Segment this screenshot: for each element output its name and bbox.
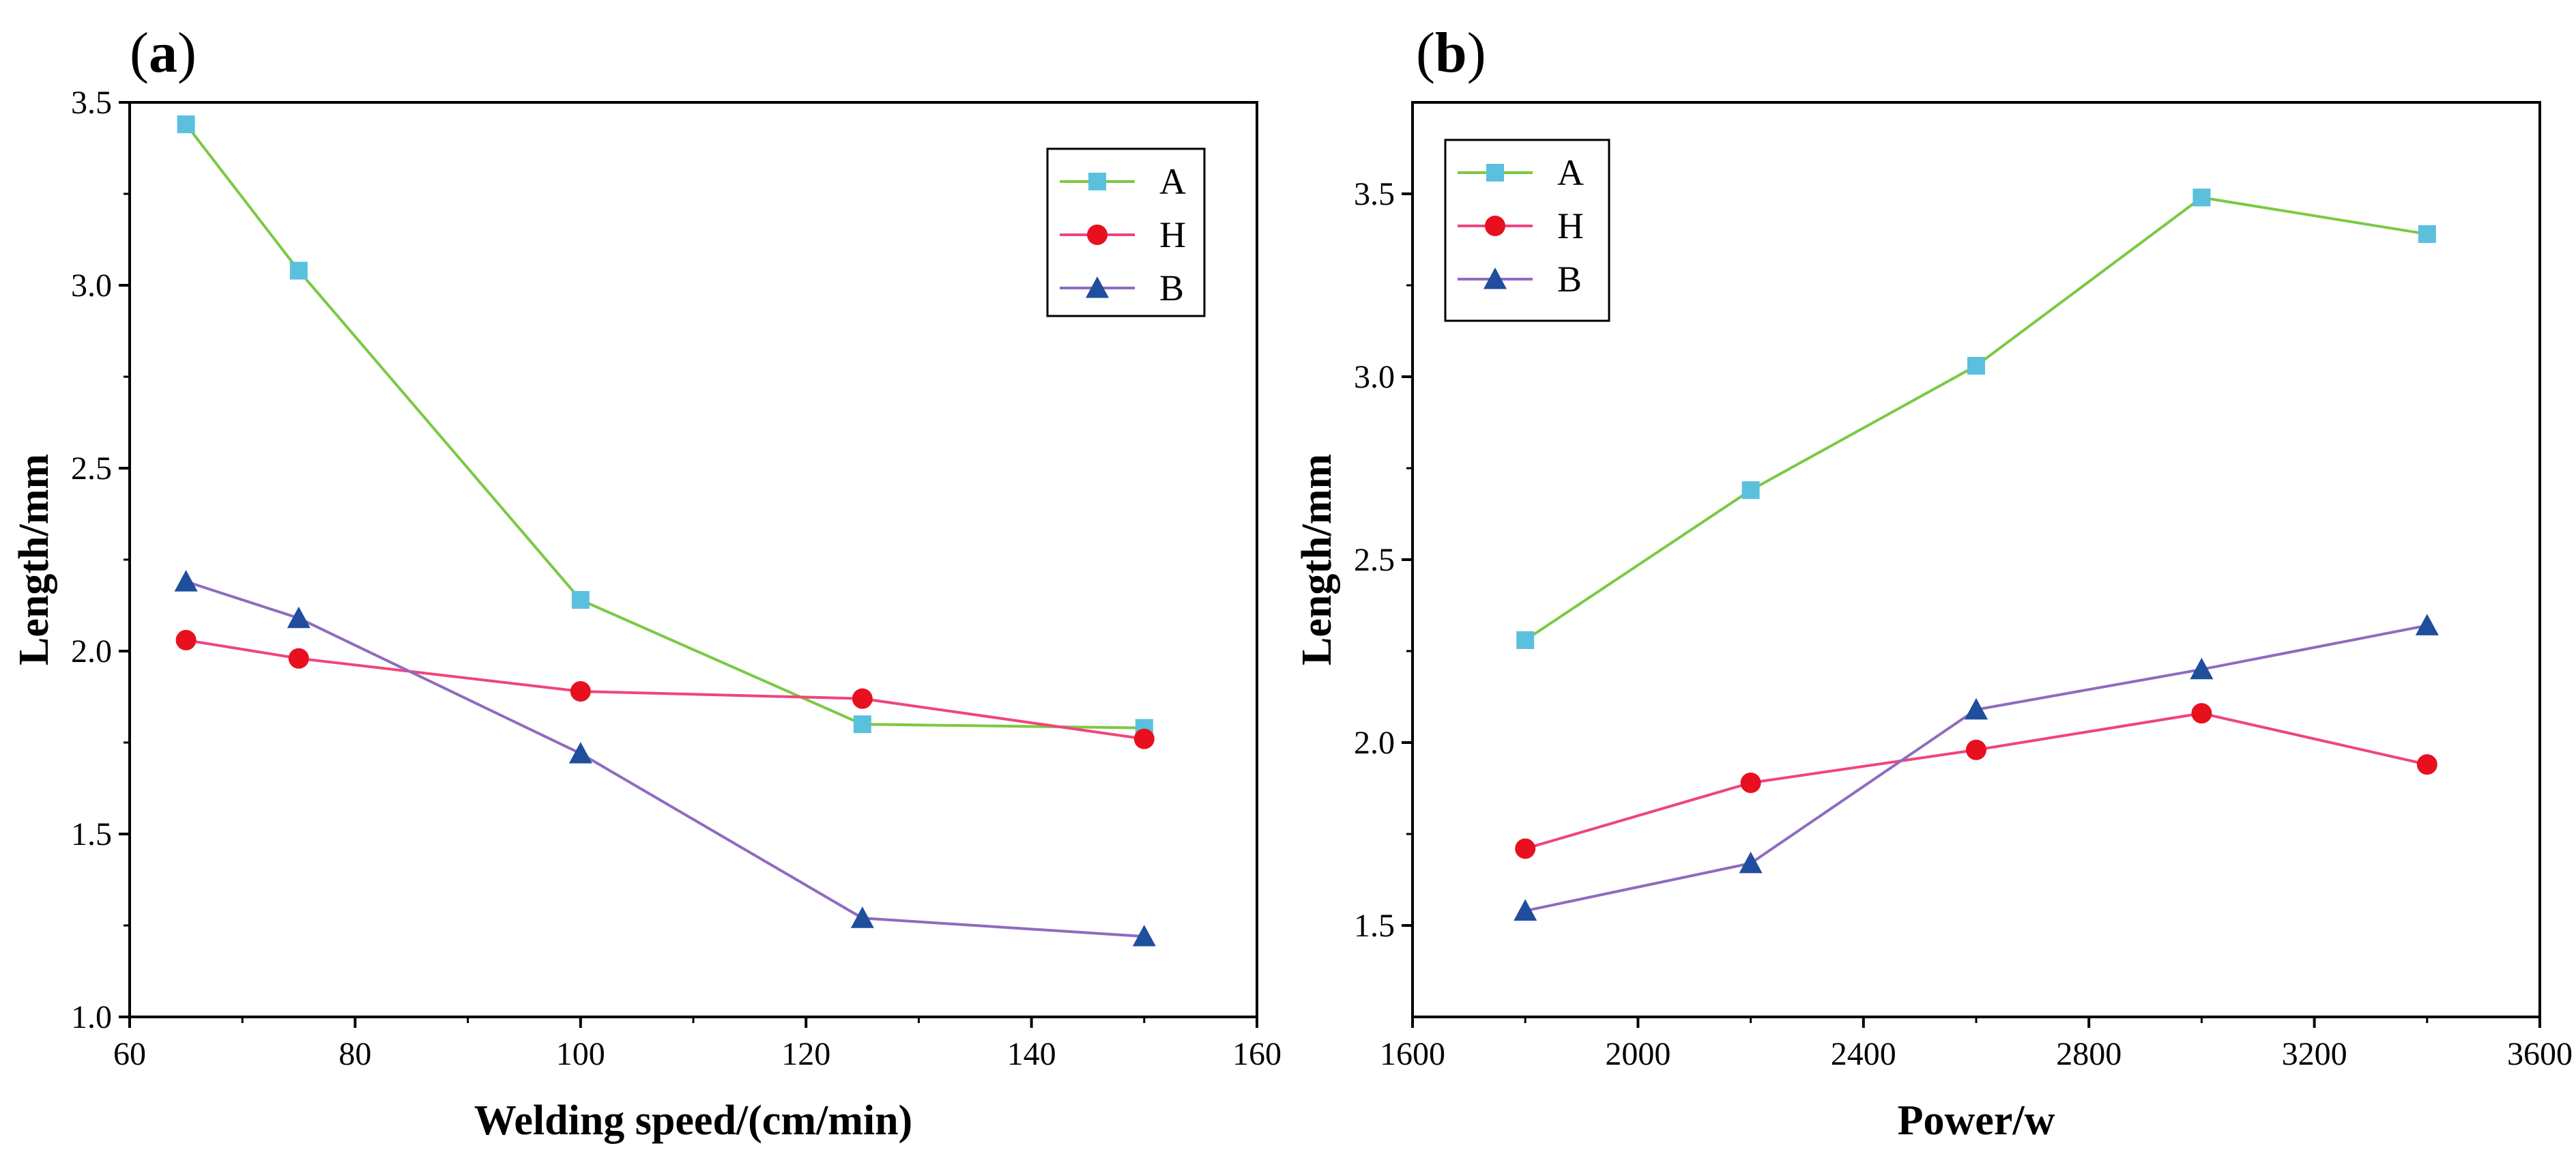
data-point-H [288, 648, 309, 669]
x-tick-label: 3600 [2507, 1036, 2573, 1072]
legend-marker-H [1485, 216, 1505, 236]
legend-label-B: B [1159, 268, 1184, 308]
x-tick-label: 140 [1007, 1036, 1056, 1072]
legend-marker-A [1088, 173, 1106, 190]
y-axis-title: Length/mm [11, 454, 57, 665]
y-tick-label: 2.0 [71, 633, 112, 670]
x-axis-title: Welding speed/(cm/min) [474, 1097, 912, 1144]
data-point-A [571, 590, 590, 609]
legend: AHB [1444, 139, 1610, 322]
x-tick-label: 2800 [2056, 1036, 2122, 1072]
data-point-A [1516, 631, 1535, 649]
y-tick-label: 2.0 [1354, 725, 1395, 761]
y-tick-label: 3.5 [71, 85, 112, 121]
x-tick-label: 160 [1232, 1036, 1282, 1072]
data-point-H [1515, 838, 1536, 859]
x-tick-label: 60 [113, 1036, 146, 1072]
data-point-B [1132, 925, 1156, 947]
series-line-A [185, 123, 1144, 730]
data-point-H [852, 688, 873, 709]
data-point-B [568, 742, 592, 764]
legend-label-A: A [1159, 161, 1186, 202]
legend-marker-B [1086, 276, 1109, 298]
series-line-H [1524, 712, 2428, 850]
legend-label-H: H [1159, 214, 1186, 255]
legend-label-A: A [1557, 152, 1584, 193]
data-point-A [2418, 225, 2436, 243]
legend-label-B: B [1557, 259, 1582, 300]
y-tick-label: 3.5 [1354, 176, 1395, 212]
data-point-H [1133, 728, 1155, 749]
legend-marker-H [1087, 225, 1108, 245]
data-point-H [2191, 703, 2212, 724]
legend-label-H: H [1557, 205, 1584, 246]
series-line-B [185, 580, 1144, 938]
data-point-A [2193, 188, 2211, 207]
data-point-A [177, 115, 195, 134]
x-tick-label: 2400 [1831, 1036, 1896, 1072]
legend: AHB [1046, 147, 1206, 317]
data-point-H [175, 629, 197, 650]
panel-label: (b) [1416, 21, 1486, 85]
y-tick-label: 1.0 [71, 999, 112, 1035]
series-line-A [1524, 196, 2428, 642]
y-tick-label: 2.5 [1354, 542, 1395, 578]
data-point-A [289, 261, 308, 280]
data-point-A [1967, 356, 1985, 375]
x-tick-label: 2000 [1605, 1036, 1670, 1072]
y-tick-label: 1.5 [71, 816, 112, 852]
y-tick-label: 3.0 [1354, 359, 1395, 395]
data-point-H [570, 680, 591, 702]
data-point-H [2416, 754, 2437, 775]
x-axis-title: Power/w [1898, 1097, 2055, 1144]
panel-label: (a) [130, 21, 197, 85]
data-point-A [1741, 481, 1760, 500]
legend-marker-B [1484, 268, 1507, 289]
x-tick-label: 100 [556, 1036, 605, 1072]
x-tick-label: 1600 [1380, 1036, 1445, 1072]
x-tick-label: 120 [781, 1036, 830, 1072]
y-tick-label: 1.5 [1354, 908, 1395, 944]
series-line-H [186, 638, 1145, 741]
y-tick-label: 2.5 [71, 450, 112, 487]
data-point-B [2415, 614, 2439, 635]
data-point-B [1739, 851, 1763, 874]
data-point-A [853, 715, 871, 734]
legend-box [1444, 139, 1610, 322]
chart-panel-a: (a) 60 80 100 120 140 160 1.0 1.5 2.0 2.5 3.0 3.5 Wel… [11, 21, 1282, 1144]
legend-marker-A [1486, 164, 1504, 182]
x-tick-label: 80 [338, 1036, 371, 1072]
data-point-B [287, 606, 310, 629]
y-axis-title: Length/mm [1294, 454, 1340, 665]
series-line-B [1524, 624, 2428, 912]
data-point-B [2190, 657, 2214, 680]
data-point-B [1514, 899, 1537, 921]
data-point-B [174, 570, 198, 592]
data-point-H [1740, 772, 1761, 793]
data-point-H [1966, 739, 1986, 760]
x-tick-label: 3200 [2282, 1036, 2347, 1072]
y-tick-label: 3.0 [71, 268, 112, 304]
data-point-B [850, 906, 874, 928]
data-point-B [1965, 698, 1988, 720]
chart-panel-b: (b) 1600 2000 2400 2800 3200 3600 1.5 2.0 2.5 3.0 3… [1294, 21, 2573, 1144]
